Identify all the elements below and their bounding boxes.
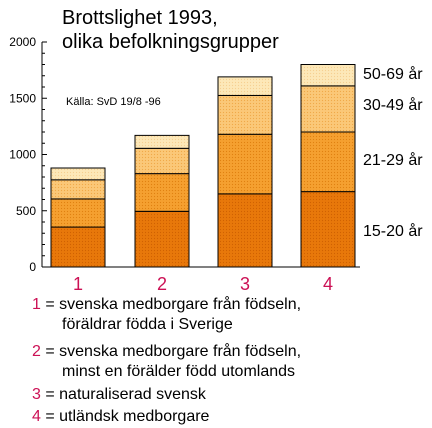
chart-title-line: Brottslighet 1993, [62, 7, 218, 29]
bar-segment [50, 167, 106, 181]
chart-title-line: olika befolkningsgrupper [62, 31, 279, 53]
series-label: 21-29 år [363, 151, 423, 169]
chart-title: Brottslighet 1993, olika befolkningsgrupp… [62, 7, 279, 53]
series-label: 15-20 år [363, 222, 423, 240]
bar-segment [300, 85, 356, 133]
bar-segment [217, 193, 273, 268]
bar-segment [134, 147, 190, 175]
bar-segment [134, 134, 190, 149]
bar-segment [134, 210, 190, 268]
y-tick-label: 500 [16, 204, 36, 218]
bar-segment [217, 76, 273, 96]
x-category-label: 4 [323, 274, 333, 294]
y-tick-label: 1000 [9, 148, 36, 162]
bar-segment [300, 64, 356, 87]
x-category-label: 3 [240, 274, 250, 294]
source-note: Källa: SvD 19/8 -96 [66, 96, 161, 108]
bar-segment [50, 226, 106, 268]
series-label: 30-49 år [363, 96, 423, 114]
bar-segment [300, 131, 356, 193]
bar-segment [134, 173, 190, 212]
x-category-label: 1 [73, 274, 83, 294]
y-tick-label: 0 [29, 260, 36, 274]
bar-segment [50, 198, 106, 228]
y-tick-label: 1500 [9, 91, 36, 105]
bar-segment [217, 133, 273, 195]
x-category-label: 2 [157, 274, 167, 294]
y-tick-label: 2000 [9, 35, 36, 49]
bar-segment [300, 191, 356, 268]
bar-segment [50, 179, 106, 200]
bar-segment [217, 94, 273, 135]
series-label: 50-69 år [363, 65, 423, 83]
